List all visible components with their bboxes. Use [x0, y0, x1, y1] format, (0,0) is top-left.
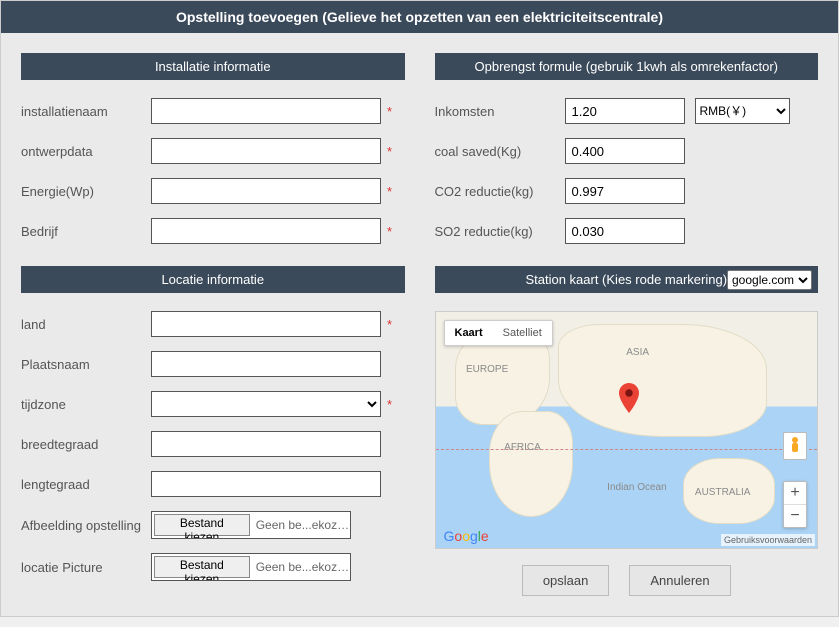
cancel-button[interactable]: Annuleren [629, 565, 730, 596]
input-design-date[interactable] [151, 138, 381, 164]
label-co2: CO2 reductie(kg) [435, 184, 565, 199]
map-header-text: Station kaart (Kies rode markering) [525, 272, 727, 287]
installation-header: Installatie informatie [21, 53, 405, 80]
row-co2: CO2 reductie(kg) [435, 178, 819, 204]
row-longitude: lengtegraad [21, 471, 405, 497]
dialog-title: Opstelling toevoegen (Gelieve het opzett… [1, 1, 838, 33]
row-design-date: ontwerpdata * [21, 138, 405, 164]
map-label-africa: AFRICA [504, 442, 541, 453]
label-longitude: lengtegraad [21, 477, 151, 492]
input-longitude[interactable] [151, 471, 381, 497]
file-none-text: Geen be...ekozen [252, 560, 350, 574]
map-landmass [489, 411, 573, 517]
map-label-asia: ASIA [626, 347, 649, 358]
row-company: Bedrijf * [21, 218, 405, 244]
right-column: Opbrengst formule (gebruik 1kwh als omre… [435, 53, 819, 596]
map-type-satellite[interactable]: Satelliet [493, 321, 552, 345]
map-terms-link[interactable]: Gebruiksvoorwaarden [721, 534, 815, 546]
input-city[interactable] [151, 351, 381, 377]
row-city: Plaatsnaam [21, 351, 405, 377]
label-country: land [21, 317, 151, 332]
row-country: land * [21, 311, 405, 337]
select-timezone[interactable] [151, 391, 381, 417]
map-zoom-controls: + − [783, 481, 807, 528]
input-energy[interactable] [151, 178, 381, 204]
row-image-setup: Afbeelding opstelling Bestand kiezen Gee… [21, 511, 405, 539]
row-installation-name: installatienaam * [21, 98, 405, 124]
map-container[interactable]: EUROPE ASIA AFRICA Indian Ocean AUSTRALI… [435, 311, 819, 549]
map-label-indian: Indian Ocean [607, 482, 667, 493]
file-none-text: Geen be...ekozen [252, 518, 350, 532]
zoom-out-button[interactable]: − [784, 504, 806, 527]
location-header: Locatie informatie [21, 266, 405, 293]
label-image-setup: Afbeelding opstelling [21, 518, 151, 533]
row-income: Inkomsten RMB(￥) [435, 98, 819, 124]
input-so2[interactable] [565, 218, 685, 244]
file-widget-setup: Bestand kiezen Geen be...ekozen [151, 511, 351, 539]
label-coal: coal saved(Kg) [435, 144, 565, 159]
select-map-provider[interactable]: google.com [727, 270, 812, 290]
input-coal[interactable] [565, 138, 685, 164]
row-image-location: locatie Picture Bestand kiezen Geen be..… [21, 553, 405, 581]
action-bar: opslaan Annuleren [435, 565, 819, 596]
required-mark: * [387, 104, 392, 119]
save-button[interactable]: opslaan [522, 565, 610, 596]
map-label-europe: EUROPE [466, 364, 508, 375]
select-currency[interactable]: RMB(￥) [695, 98, 790, 124]
choose-file-button[interactable]: Bestand kiezen [154, 556, 250, 578]
file-widget-location: Bestand kiezen Geen be...ekozen [151, 553, 351, 581]
label-timezone: tijdzone [21, 397, 151, 412]
label-image-location: locatie Picture [21, 560, 151, 575]
map-label-australia: AUSTRALIA [695, 487, 751, 498]
label-so2: SO2 reductie(kg) [435, 224, 565, 239]
row-coal: coal saved(Kg) [435, 138, 819, 164]
map-type-switch: Kaart Satelliet [444, 320, 553, 346]
input-country[interactable] [151, 311, 381, 337]
google-logo: Google [444, 528, 489, 544]
map-type-map[interactable]: Kaart [445, 321, 493, 345]
input-latitude[interactable] [151, 431, 381, 457]
label-latitude: breedtegraad [21, 437, 151, 452]
required-mark: * [387, 224, 392, 239]
map-marker-icon[interactable] [619, 383, 639, 413]
required-mark: * [387, 317, 392, 332]
map-equator-line [436, 449, 818, 450]
choose-file-button[interactable]: Bestand kiezen [154, 514, 250, 536]
row-timezone: tijdzone * [21, 391, 405, 417]
label-installation-name: installatienaam [21, 104, 151, 119]
row-energy: Energie(Wp) * [21, 178, 405, 204]
map-header: Station kaart (Kies rode markering) goog… [435, 266, 819, 293]
label-income: Inkomsten [435, 104, 565, 119]
input-co2[interactable] [565, 178, 685, 204]
pegman-icon[interactable] [783, 432, 807, 460]
left-column: Installatie informatie installatienaam *… [21, 53, 405, 596]
label-company: Bedrijf [21, 224, 151, 239]
row-latitude: breedtegraad [21, 431, 405, 457]
map-landmass [558, 324, 768, 437]
input-income[interactable] [565, 98, 685, 124]
label-design-date: ontwerpdata [21, 144, 151, 159]
row-so2: SO2 reductie(kg) [435, 218, 819, 244]
zoom-in-button[interactable]: + [784, 482, 806, 504]
required-mark: * [387, 144, 392, 159]
input-company[interactable] [151, 218, 381, 244]
label-city: Plaatsnaam [21, 357, 151, 372]
required-mark: * [387, 184, 392, 199]
label-energy: Energie(Wp) [21, 184, 151, 199]
required-mark: * [387, 397, 392, 412]
input-installation-name[interactable] [151, 98, 381, 124]
dialog-content: Installatie informatie installatienaam *… [1, 33, 838, 616]
dialog-window: Opstelling toevoegen (Gelieve het opzett… [0, 0, 839, 617]
yield-header: Opbrengst formule (gebruik 1kwh als omre… [435, 53, 819, 80]
